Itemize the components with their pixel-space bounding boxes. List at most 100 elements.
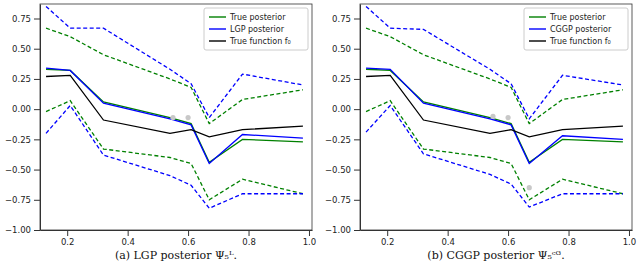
y-tick-label: 0.50 (332, 44, 351, 54)
y-tick-label: −0.75 (5, 195, 31, 205)
x-tick-mark (448, 230, 449, 236)
y-tick: −1.00 (5, 225, 40, 235)
y-tick-label: −1.00 (325, 225, 351, 235)
legend-label: True posterior (229, 13, 286, 22)
y-tick-mark (34, 19, 40, 20)
x-tick: 1.0 (623, 230, 637, 247)
y-tick-mark (354, 170, 360, 171)
legend-swatch (529, 28, 546, 29)
legend-label: CGGP posterior (550, 25, 612, 34)
x-tick: 0.2 (381, 230, 395, 247)
legend: True posteriorCGGP posteriorTrue functio… (524, 8, 628, 50)
panel: 0.20.40.60.81.0−1.00−0.75−0.50−0.250.000… (5, 4, 316, 247)
x-tick-label: 0.8 (242, 237, 256, 247)
legend-swatch (209, 40, 226, 41)
y-tick-label: −0.50 (5, 165, 31, 175)
y-tick: −0.50 (5, 165, 40, 175)
legend-swatch (529, 40, 546, 41)
x-tick-mark (629, 230, 630, 236)
plot-frame (360, 4, 632, 230)
x-tick-mark (67, 230, 68, 236)
x-tick-mark (128, 230, 129, 236)
y-tick-mark (354, 200, 360, 201)
y-tick-mark (34, 49, 40, 50)
y-tick: 0.00 (332, 104, 360, 114)
legend-label: True function f₀ (549, 37, 611, 46)
caption: (b) CGGP posterior Ψ₅ᶜᴳ. (427, 249, 564, 262)
x-tick-label: 0.4 (121, 237, 135, 247)
x-tick: 1.0 (303, 230, 317, 247)
x-axis: 0.2 0.4 0.6 0.8 1.0 (361, 230, 637, 247)
x-tick: 0.4 (441, 230, 455, 247)
x-axis-line (41, 230, 313, 231)
x-tick-mark (387, 230, 388, 236)
upper-bound-line (46, 28, 303, 123)
y-tick-label: 0.00 (332, 104, 351, 114)
y-tick-label: −0.50 (325, 165, 351, 175)
y-tick: 0.50 (12, 44, 40, 54)
x-tick-label: 0.4 (441, 237, 455, 247)
y-axis: −1.00 −0.75 −0.50 −0.25 0.00 0.25 0.50 0.75 (5, 5, 41, 236)
legend-swatch (529, 16, 546, 17)
y-tick-mark (354, 139, 360, 140)
x-axis: 0.20.40.60.81.0 (41, 230, 317, 247)
caption: (a) LGP posterior Ψ₅ᴸ. (115, 249, 237, 262)
y-tick-label: −0.25 (325, 135, 351, 145)
y-tick: −0.25 (5, 135, 40, 145)
y-tick-label: 0.00 (12, 104, 31, 114)
mean-line (46, 69, 303, 162)
x-tick-label: 0.6 (502, 237, 516, 247)
x-tick: 0.6 (502, 230, 516, 247)
x-tick-mark (309, 230, 310, 236)
y-tick-label: −0.75 (325, 195, 351, 205)
legend-box (204, 8, 308, 50)
lower-bound-line (366, 101, 623, 200)
x-tick: 0.8 (562, 230, 576, 247)
upper-bound-line (366, 28, 623, 123)
y-tick-label: 0.75 (12, 14, 31, 24)
x-axis-line (361, 230, 633, 231)
observation-point (185, 115, 190, 120)
lower-bound-line (46, 101, 303, 200)
y-tick-mark (354, 19, 360, 20)
y-tick: 0.50 (332, 44, 360, 54)
y-tick: −0.25 (325, 135, 360, 145)
panel: 0.2 0.4 0.6 0.8 1.0 −1.00 −0.75 −0.50 −0.25 0.00 0… (325, 4, 636, 247)
y-tick: 0.25 (12, 74, 40, 84)
y-tick: −0.75 (5, 195, 40, 205)
y-tick-label: 0.75 (332, 14, 351, 24)
y-tick-label: 0.50 (12, 44, 31, 54)
plot-area (366, 6, 623, 207)
figure: 0.2 0.4 0.6 0.8 1.0 −1.00 −0.75 −0.50 −0.25 0.00 0… (0, 0, 640, 264)
plot-area (46, 6, 303, 208)
y-tick: −1.00 (325, 225, 360, 235)
x-tick-mark (188, 230, 189, 236)
y-tick: 0.25 (332, 74, 360, 84)
y-tick-mark (34, 230, 40, 231)
y-tick-label: 0.25 (332, 74, 351, 84)
x-tick-label: 1.0 (623, 237, 637, 247)
legend-swatch (209, 28, 226, 29)
legend: True posteriorLGP posteriorTrue function… (204, 8, 308, 50)
mean-line (366, 68, 623, 163)
mean-line (46, 75, 303, 137)
plot-frame (40, 4, 312, 230)
y-tick-mark (354, 49, 360, 50)
mean-line (46, 68, 303, 163)
y-tick-mark (34, 200, 40, 201)
y-tick: 0.75 (332, 14, 360, 24)
y-tick-mark (34, 170, 40, 171)
lower-bound-line (46, 106, 303, 209)
y-tick: −0.75 (325, 195, 360, 205)
y-tick: 0.75 (12, 14, 40, 24)
x-tick-label: 0.2 (61, 237, 75, 247)
y-tick-label: −0.25 (5, 135, 31, 145)
observation-point (505, 115, 510, 120)
x-tick: 0.2 (61, 230, 75, 247)
y-tick-mark (34, 139, 40, 140)
legend-label: True function f₀ (229, 37, 291, 46)
y-axis-line (360, 5, 361, 231)
x-tick-label: 0.8 (562, 237, 576, 247)
x-tick-mark (569, 230, 570, 236)
y-tick-mark (354, 109, 360, 110)
